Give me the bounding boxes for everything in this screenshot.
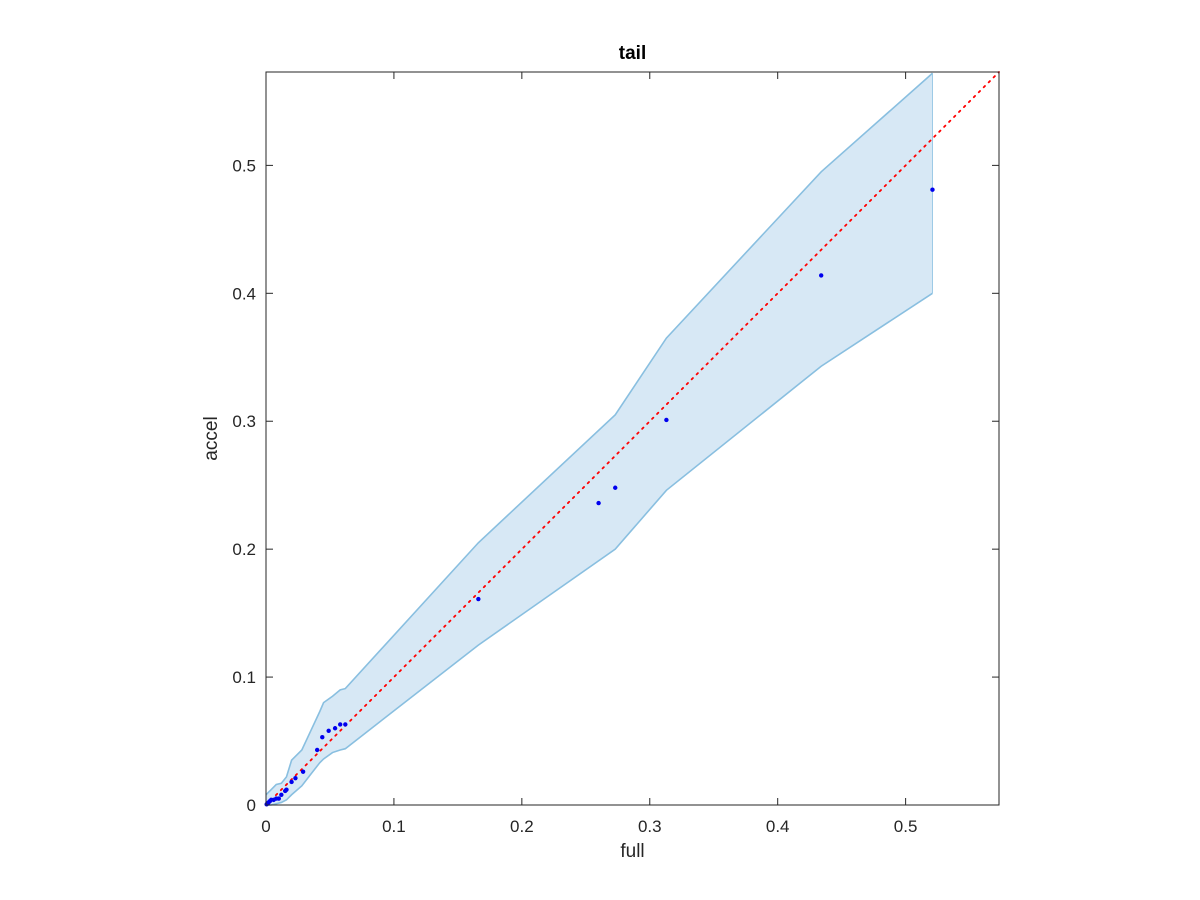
- axes-box: [265, 71, 1000, 806]
- data-point-13: [293, 775, 298, 781]
- data-point-25: [818, 273, 824, 278]
- y-tick-label: 0.1: [232, 668, 256, 687]
- band-lower-edge: [266, 292, 933, 806]
- data-point-22: [596, 500, 601, 506]
- reference-line: [265, 71, 1000, 806]
- x-tick-label: 0: [261, 817, 270, 836]
- confidence-band: [266, 73, 933, 805]
- x-tick-label: 0.2: [510, 817, 534, 836]
- plot-area: [264, 71, 1000, 807]
- data-point-12: [289, 779, 294, 785]
- band-upper-edge: [265, 72, 934, 796]
- data-point-15: [314, 747, 320, 753]
- data-point-16: [320, 735, 325, 740]
- data-point-20: [343, 722, 348, 727]
- data-point-11: [284, 787, 289, 792]
- x-axis-label: full: [620, 841, 644, 862]
- y-tick-label: 0.2: [232, 540, 256, 559]
- data-point-23: [613, 485, 618, 490]
- y-tick-label: 0: [247, 796, 256, 815]
- x-tick-label: 0.5: [894, 817, 918, 836]
- data-point-9: [279, 792, 284, 797]
- data-point-14: [300, 769, 306, 774]
- x-tick-label: 0.1: [382, 817, 406, 836]
- y-tick-label: 0.4: [232, 284, 256, 303]
- ticks: 0 0.1 0.2 0.3 0.4 0.5 0 0.1 0.2 0.3 0.4 0.5: [232, 72, 999, 836]
- data-point-19: [338, 722, 343, 727]
- data-point-24: [664, 417, 669, 423]
- y-tick-label: 0.3: [232, 412, 256, 431]
- data-point-18: [332, 726, 338, 731]
- data-point-26: [930, 187, 935, 192]
- data-point-21: [476, 596, 481, 602]
- data-point-17: [326, 728, 331, 733]
- data-point-8: [276, 796, 281, 801]
- y-tick-label: 0.5: [232, 156, 256, 175]
- chart-title: tail: [619, 43, 646, 64]
- y-axis-label: accel: [201, 416, 222, 460]
- x-tick-label: 0.3: [638, 817, 662, 836]
- x-tick-label: 0.4: [766, 817, 790, 836]
